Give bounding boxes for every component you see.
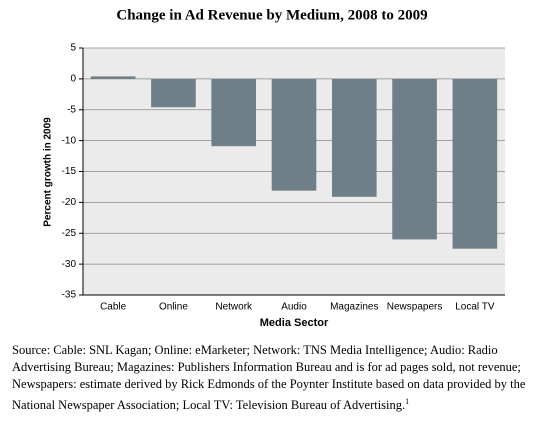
- source-text: Source: Cable: SNL Kagan; Online: eMarke…: [12, 343, 526, 413]
- x-tick-label: Magazines: [330, 302, 378, 313]
- x-axis-label: Media Sector: [260, 317, 329, 329]
- y-tick-label: -15: [62, 166, 77, 177]
- chart-title: Change in Ad Revenue by Medium, 2008 to …: [116, 7, 427, 23]
- y-tick-label: -30: [62, 259, 77, 270]
- y-axis-label: Percent growth in 2009: [43, 117, 54, 227]
- y-tick-label: -5: [67, 104, 76, 115]
- y-tick-label: -10: [62, 135, 77, 146]
- y-tick-label: 5: [70, 43, 76, 54]
- y-tick-label: -35: [62, 290, 77, 301]
- x-tick-label: Cable: [100, 302, 127, 313]
- x-tick-label: Audio: [281, 302, 307, 313]
- y-tick-label: -25: [62, 228, 77, 239]
- x-tick-label: Newspapers: [387, 302, 443, 313]
- x-tick-label: Local TV: [455, 302, 495, 313]
- bar: [392, 78, 437, 240]
- bar: [271, 78, 317, 191]
- bar: [452, 78, 498, 249]
- bar: [151, 78, 196, 108]
- x-tick-label: Network: [215, 302, 253, 313]
- bar: [211, 78, 257, 147]
- source-note: Source: Cable: SNL Kagan; Online: eMarke…: [12, 342, 537, 414]
- bar: [90, 76, 136, 79]
- y-tick-label: -20: [62, 197, 77, 208]
- chart: Change in Ad Revenue by Medium, 2008 to …: [43, 7, 505, 329]
- y-tick-label: 0: [70, 74, 76, 85]
- x-tick-label: Online: [159, 302, 188, 313]
- footnote-mark: 1: [405, 397, 410, 406]
- bar: [331, 78, 377, 197]
